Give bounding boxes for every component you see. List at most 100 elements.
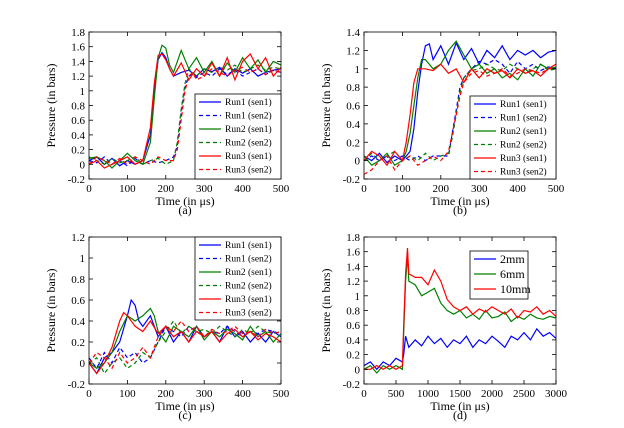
legend-label: Run3 (sen1) xyxy=(225,294,272,305)
series-line-run2-sen1 xyxy=(89,44,281,169)
y-tick-label: 0.6 xyxy=(71,295,85,307)
y-tick-label: 0.6 xyxy=(346,320,360,332)
x-tick-label: 300 xyxy=(196,388,213,400)
y-tick-label: 1.8 xyxy=(346,232,360,244)
x-axis-label: Time (in μs) xyxy=(155,194,214,208)
legend-box xyxy=(194,93,282,180)
x-tick-label: 0 xyxy=(361,388,367,400)
panel-a: 0 100 200 300 400 500-0.200.20.40.60.811.21.4… xyxy=(44,27,290,217)
legend: Run1 (sen1) Run1 (sen2) Run2 (sen1) Run2 (s… xyxy=(469,95,557,180)
legend-label: Run1 (sen1) xyxy=(225,97,272,108)
x-tick-label: 2500 xyxy=(513,388,536,400)
x-tick-label: 300 xyxy=(196,183,213,195)
x-tick-label: 1500 xyxy=(449,388,472,400)
y-tick-label: 0.4 xyxy=(71,130,85,142)
x-tick-label: 300 xyxy=(471,183,488,195)
x-tick-label: 100 xyxy=(394,183,411,195)
legend-label: Run3 (sen2) xyxy=(225,165,272,176)
series-line-2mm xyxy=(364,327,556,371)
x-tick-label: 0 xyxy=(86,183,92,195)
legend-label: Run3 (sen2) xyxy=(225,308,272,319)
y-tick-label: 1 xyxy=(80,86,86,98)
series-group xyxy=(364,247,556,374)
series-group xyxy=(89,298,281,375)
y-tick-label: 1.2 xyxy=(346,276,360,288)
legend-label: Run2 (sen2) xyxy=(500,140,547,151)
y-tick-label: 0.6 xyxy=(346,101,360,113)
y-tick-label: 1 xyxy=(80,253,86,265)
series-line-run3-sen1 xyxy=(364,63,556,167)
legend: Run1 (sen1) Run1 (sen2) Run2 (sen1) Run2 (s… xyxy=(194,93,282,180)
y-tick-label: 0.6 xyxy=(71,115,85,127)
series-line-run2-sen2 xyxy=(89,64,281,166)
y-tick-label: 0.4 xyxy=(346,335,360,347)
x-tick-label: 500 xyxy=(388,388,405,400)
legend-label: Run2 (sen2) xyxy=(225,138,272,149)
y-tick-label: -0.2 xyxy=(68,174,85,186)
x-tick-label: 500 xyxy=(548,183,565,195)
y-tick-label: 1.2 xyxy=(346,45,360,57)
series-line-run1-sen2 xyxy=(364,58,556,162)
series-line-run3-sen1 xyxy=(89,311,281,375)
legend-label: Run2 (sen2) xyxy=(225,281,272,292)
y-tick-label: 0.8 xyxy=(346,306,360,318)
x-tick-label: 0 xyxy=(86,388,92,400)
series-group xyxy=(364,40,556,175)
y-tick-label: 0 xyxy=(355,156,361,168)
x-tick-label: 0 xyxy=(361,183,367,195)
panel-caption: (c) xyxy=(178,408,191,422)
y-tick-label: 0.2 xyxy=(71,145,85,157)
y-axis-label: Pressure (in bars) xyxy=(319,64,333,148)
x-tick-label: 3000 xyxy=(545,388,568,400)
legend-label: Run2 (sen1) xyxy=(225,124,272,135)
panel-b: 0 100 200 300 400 500-0.200.20.40.60.811.21.4… xyxy=(319,27,565,217)
legend-label: Run2 (sen1) xyxy=(225,267,272,278)
y-tick-label: 1.2 xyxy=(71,232,85,244)
legend-label: Run1 (sen2) xyxy=(500,113,547,124)
x-tick-label: 400 xyxy=(509,183,526,195)
y-tick-label: -0.2 xyxy=(68,379,85,391)
series-line-run3-sen2 xyxy=(89,66,281,166)
legend-label: Run3 (sen2) xyxy=(500,167,547,178)
panel-d: 0 500 1000 1500 2000 2500 3000-0.200.20.40.60.… xyxy=(319,232,568,422)
y-tick-label: 1.6 xyxy=(71,42,85,54)
y-tick-label: 0.8 xyxy=(346,82,360,94)
y-tick-label: 0.2 xyxy=(346,137,360,149)
x-tick-label: 400 xyxy=(234,388,251,400)
x-tick-label: 2000 xyxy=(481,388,504,400)
y-tick-label: 1.4 xyxy=(71,56,85,68)
y-tick-label: 1 xyxy=(355,64,361,76)
panel-caption: (d) xyxy=(453,408,467,422)
legend-label: Run3 (sen1) xyxy=(225,151,272,162)
legend-label: Run2 (sen1) xyxy=(500,126,547,137)
x-tick-label: 200 xyxy=(433,183,450,195)
y-tick-label: 1.2 xyxy=(71,71,85,83)
x-tick-label: 100 xyxy=(119,388,136,400)
y-tick-label: 0 xyxy=(355,364,361,376)
y-tick-label: 0 xyxy=(80,159,86,171)
legend-label: Run1 (sen2) xyxy=(225,111,272,122)
y-tick-label: 1 xyxy=(355,291,361,303)
y-tick-label: 0 xyxy=(80,358,86,370)
y-tick-label: 1.8 xyxy=(71,27,85,39)
y-tick-label: 1.4 xyxy=(346,261,360,273)
legend: Run1 (sen1) Run1 (sen2) Run2 (sen1) Run2 (s… xyxy=(194,236,282,321)
series-line-run2-sen1 xyxy=(364,40,556,167)
series-line-run1-sen1 xyxy=(89,298,281,375)
y-tick-label: 1.6 xyxy=(346,247,360,259)
y-tick-label: 1.4 xyxy=(346,27,360,39)
y-tick-label: 0.2 xyxy=(346,350,360,362)
x-tick-label: 200 xyxy=(158,388,175,400)
panel-caption: (b) xyxy=(453,203,467,217)
legend-label: 6mm xyxy=(500,267,525,281)
x-tick-label: 1000 xyxy=(417,388,440,400)
series-line-10mm xyxy=(364,247,556,370)
y-tick-label: 0.2 xyxy=(71,337,85,349)
legend-label: Run1 (sen2) xyxy=(225,254,272,265)
x-axis-label: Time (in μs) xyxy=(430,399,489,413)
legend-label: 10mm xyxy=(500,282,531,296)
series-line-run3-sen2 xyxy=(89,319,281,370)
y-tick-label: -0.2 xyxy=(343,174,360,186)
x-tick-label: 500 xyxy=(273,388,290,400)
